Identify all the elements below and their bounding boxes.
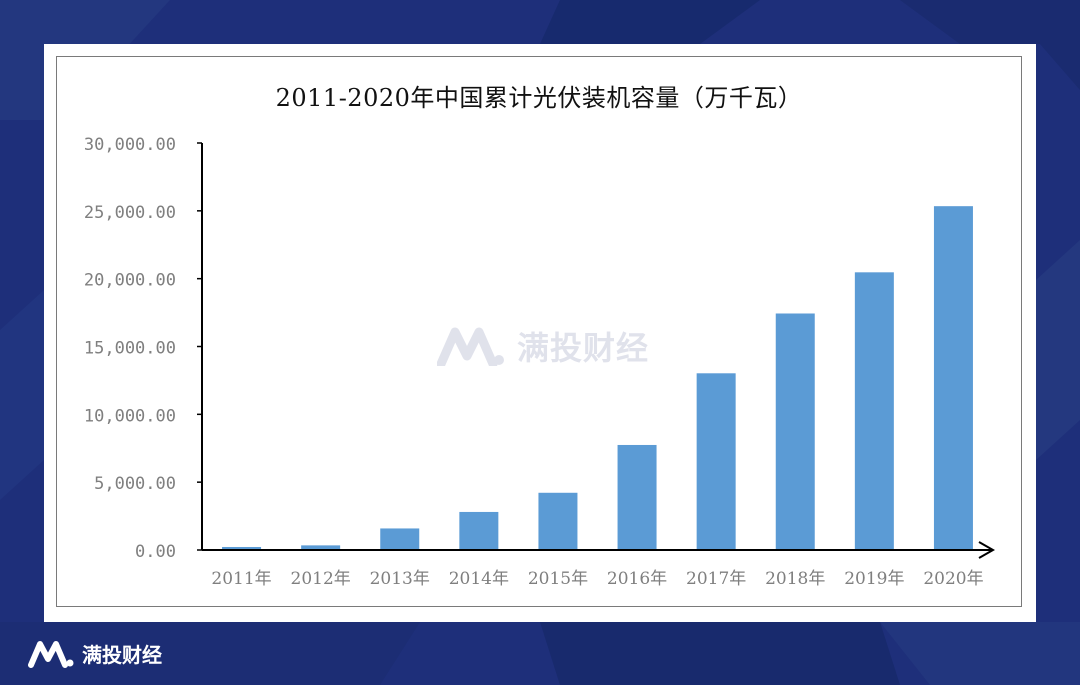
brand-name: 满投财经 xyxy=(82,643,162,667)
bar xyxy=(380,528,420,550)
m-letter-logo-icon xyxy=(437,327,504,366)
x-tick-label: 2019年 xyxy=(844,569,904,589)
bar xyxy=(617,444,657,550)
bar xyxy=(775,313,815,550)
x-tick-label: 2013年 xyxy=(370,569,430,589)
watermark-text: 满投财经 xyxy=(517,329,650,367)
watermark: 满投财经 xyxy=(437,323,649,369)
y-tick-label: 10,000.00 xyxy=(84,406,176,426)
y-tick-label: 5,000.00 xyxy=(94,474,176,494)
y-tick-label: 0.00 xyxy=(135,542,176,562)
x-tick-label: 2011年 xyxy=(211,569,271,589)
bar xyxy=(854,272,894,550)
chart-title: 2011-2020年中国累计光伏装机容量（万千瓦） xyxy=(275,84,803,112)
bar xyxy=(696,373,736,550)
x-tick-label: 2015年 xyxy=(528,569,588,589)
bar xyxy=(459,511,499,550)
bar xyxy=(933,206,973,550)
chart-card: 2011-2020年中国累计光伏装机容量（万千瓦） 满投财经 0.00 5,000… xyxy=(44,44,1036,622)
x-tick-label: 2017年 xyxy=(686,569,746,589)
x-axis-arrow-icon xyxy=(978,541,996,559)
y-tick-label: 20,000.00 xyxy=(84,271,176,291)
brand-footer: 满投财经 xyxy=(28,639,162,668)
x-tick-label: 2018年 xyxy=(765,569,825,589)
chart-frame: 2011-2020年中国累计光伏装机容量（万千瓦） 满投财经 0.00 5,000… xyxy=(56,56,1022,607)
bar xyxy=(222,546,262,550)
bar-chart: 0.00 5,000.00 10,000.00 15,000.00 20,000.00 2… xyxy=(84,135,996,589)
x-tick-label: 2012年 xyxy=(291,569,351,589)
bar xyxy=(301,545,341,550)
x-tick-label: 2016年 xyxy=(607,569,667,589)
m-letter-logo-icon xyxy=(28,640,74,668)
x-tick-label: 2020年 xyxy=(923,569,983,589)
y-tick-label: 25,000.00 xyxy=(84,203,176,223)
x-tick-label: 2014年 xyxy=(449,569,509,589)
y-tick-label: 30,000.00 xyxy=(84,135,176,155)
y-tick-label: 15,000.00 xyxy=(84,339,176,359)
bar xyxy=(538,492,578,550)
